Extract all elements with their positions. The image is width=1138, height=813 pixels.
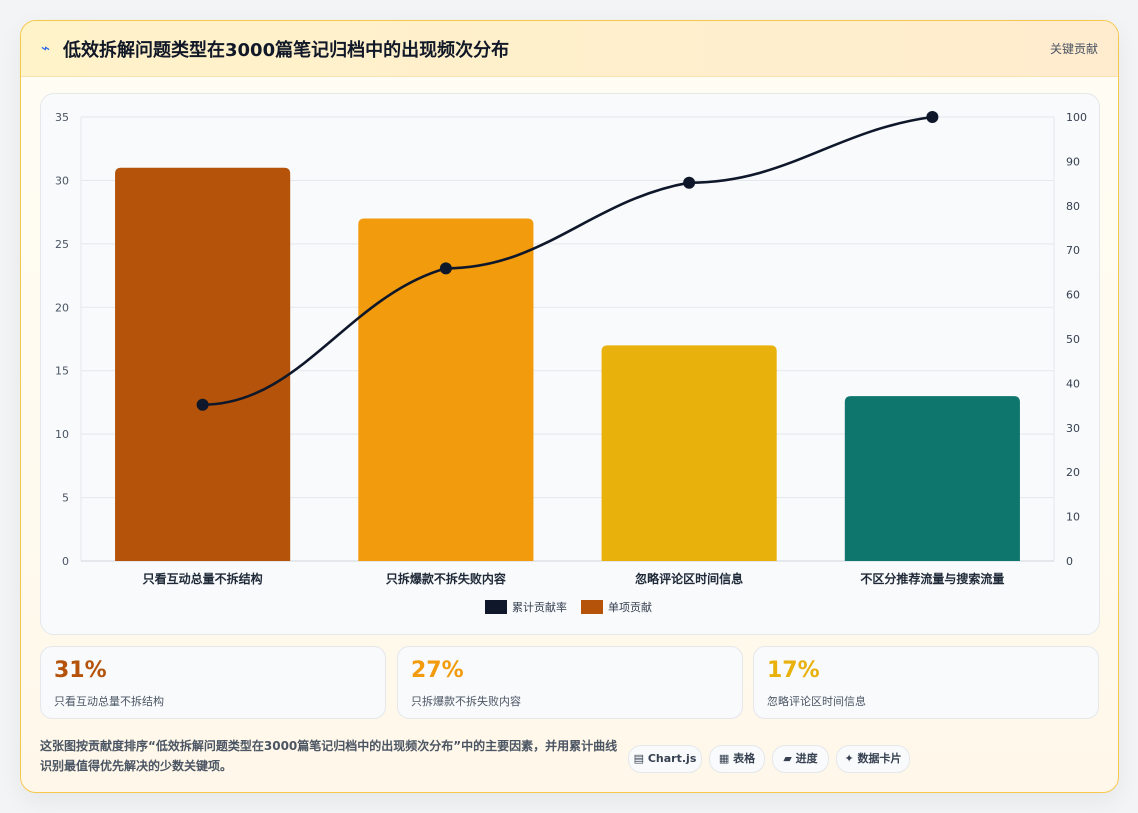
progress-icon: ▰ (783, 752, 792, 765)
cumulative-point-3 (683, 176, 696, 189)
card-header: ⌁ 低效拆解问题类型在3000篇笔记归档中的出现频次分布 关键贡献 (21, 21, 1118, 77)
tag-label: Chart.js (647, 752, 697, 765)
chart-description: 这张图按贡献度排序“低效拆解问题类型在3000篇笔记归档中的出现频次分布”中的主… (40, 739, 618, 773)
tag-label: 表格 (733, 752, 756, 765)
y-right-tick-label: 70 (1066, 244, 1080, 257)
stat-label-2: 只拆爆款不拆失败内容 (411, 695, 521, 708)
chart-title: 低效拆解问题类型在3000篇笔记归档中的出现频次分布 (63, 40, 510, 61)
y-right-tick-label: 90 (1066, 155, 1080, 168)
legend-swatch-1 (485, 600, 507, 614)
bar-1 (115, 167, 291, 561)
y-right-tick-label: 60 (1066, 289, 1080, 302)
stat-label-1: 只看互动总量不拆结构 (54, 695, 164, 708)
stat-card-2: 27% 只拆爆款不拆失败内容 (397, 646, 743, 719)
cumulative-line (202, 115, 933, 407)
y-left-tick-label: 15 (55, 365, 69, 378)
y-left-tick-label: 35 (55, 111, 69, 124)
x-tick-label: 不区分推荐流量与搜索流量 (860, 571, 1004, 586)
cumulative-point-1 (196, 398, 209, 411)
stat-value-1: 31% (54, 658, 107, 683)
legend-label-2: 单项贡献 (608, 600, 652, 614)
cumulative-point-4 (926, 111, 939, 123)
y-left-tick-label: 0 (62, 555, 69, 568)
stat-label-3: 忽略评论区时间信息 (767, 695, 866, 708)
y-right-tick-label: 80 (1066, 200, 1080, 213)
bar-4 (844, 396, 1020, 561)
x-tick-label: 只看互动总量不拆结构 (143, 571, 263, 586)
cumulative-point-2 (439, 262, 452, 275)
chart-icon: ▤ (633, 752, 645, 765)
x-tick-label: 只拆爆款不拆失败内容 (386, 571, 506, 586)
tag-label: 数据卡片 (857, 752, 902, 765)
y-right-tick-label: 50 (1066, 333, 1080, 346)
y-right-tick-label: 10 (1066, 511, 1080, 524)
chart-card: ⌁ 低效拆解问题类型在3000篇笔记归档中的出现频次分布 关键贡献 0 5 10 15… (20, 20, 1119, 793)
stat-value-3: 17% (767, 658, 820, 683)
stat-card-1: 31% 只看互动总量不拆结构 (40, 646, 386, 719)
stat-card-3: 17% 忽略评论区时间信息 (753, 646, 1099, 719)
key-contribution-badge: 关键贡献 (1049, 42, 1098, 56)
y-right-tick-label: 0 (1066, 555, 1073, 568)
tag-label: 进度 (795, 752, 818, 765)
y-left-tick-label: 25 (55, 238, 69, 251)
tag-chartjs[interactable]: ▤ Chart.js (628, 745, 702, 773)
y-left-tick-label: 20 (55, 301, 69, 314)
table-icon: ▦ (718, 752, 730, 765)
y-left-tick-label: 5 (62, 492, 69, 505)
chart-panel: 0 5 10 15 20 25 30 35 0 10 20 30 40 50 60 70 80 90 100 只看互动… (40, 93, 1100, 635)
pareto-chart: 0 5 10 15 20 25 30 35 0 10 20 30 40 50 60 70 80 90 100 只看互动… (55, 111, 1087, 614)
tag-progress[interactable]: ▰ 进度 (772, 745, 829, 773)
lightning-icon: ⌁ (41, 39, 51, 57)
stat-value-2: 27% (411, 658, 464, 683)
y-right-tick-label: 20 (1066, 466, 1080, 479)
bar-2 (358, 218, 534, 561)
bar-3 (601, 345, 777, 561)
y-right-tick-label: 100 (1066, 111, 1087, 124)
tag-table[interactable]: ▦ 表格 (709, 745, 765, 773)
x-tick-label: 忽略评论区时间信息 (635, 571, 743, 586)
legend-swatch-2 (581, 600, 603, 614)
legend-label-1: 累计贡献率 (512, 600, 567, 614)
y-right-tick-label: 30 (1066, 422, 1080, 435)
y-left-tick-label: 30 (55, 174, 69, 187)
tag-data-card[interactable]: ✦ 数据卡片 (836, 745, 910, 773)
sparkle-icon: ✦ (844, 752, 854, 765)
y-right-tick-label: 40 (1066, 377, 1080, 390)
y-left-tick-label: 10 (55, 428, 69, 441)
